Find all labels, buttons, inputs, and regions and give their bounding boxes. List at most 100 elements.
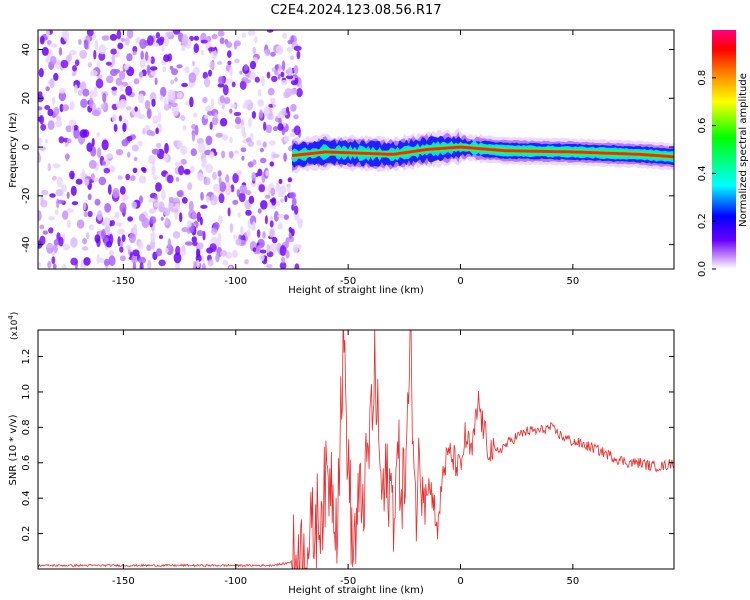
noise-blob xyxy=(209,121,213,130)
noise-blob xyxy=(240,119,245,127)
noise-blob xyxy=(70,185,77,196)
noise-blob xyxy=(234,58,240,64)
noise-blob xyxy=(172,231,181,239)
noise-blob xyxy=(97,147,102,159)
noise-blob xyxy=(296,88,303,98)
noise-blob xyxy=(114,211,120,219)
noise-blob xyxy=(111,54,116,66)
noise-blob xyxy=(55,189,64,197)
noise-blob xyxy=(256,139,262,147)
noise-blob xyxy=(65,125,73,133)
noise-blob xyxy=(53,106,60,116)
noise-blob xyxy=(266,113,274,121)
noise-blob xyxy=(61,210,69,220)
noise-blob xyxy=(248,195,255,204)
noise-blob xyxy=(38,210,42,222)
noise-blob xyxy=(232,173,239,184)
noise-blob xyxy=(155,182,162,192)
noise-blob xyxy=(238,192,246,203)
noise-blob xyxy=(95,78,104,89)
noise-blob xyxy=(125,245,132,250)
noise-blob xyxy=(140,50,144,61)
noise-blob xyxy=(285,238,289,249)
noise-blob xyxy=(251,111,256,119)
noise-blob xyxy=(38,110,41,117)
spectrogram-frame xyxy=(37,29,675,270)
noise-blob xyxy=(125,173,131,181)
noise-blob xyxy=(244,259,249,265)
noise-blob xyxy=(103,217,111,227)
noise-blob xyxy=(100,103,105,110)
noise-blob xyxy=(41,189,49,196)
noise-blob xyxy=(217,83,225,88)
noise-blob xyxy=(211,33,218,40)
noise-blob xyxy=(257,88,262,97)
noise-blob xyxy=(46,30,50,38)
noise-blob xyxy=(138,241,144,250)
noise-blob xyxy=(120,240,124,247)
noise-blob xyxy=(271,75,278,83)
noise-blob xyxy=(254,36,258,44)
noise-blob xyxy=(50,43,58,48)
noise-blob xyxy=(200,204,208,209)
noise-blob xyxy=(190,165,195,173)
noise-blob xyxy=(213,222,220,230)
noise-blob xyxy=(243,64,249,71)
noise-blob xyxy=(195,254,202,263)
noise-blob xyxy=(66,219,71,229)
noise-blob xyxy=(292,244,299,254)
noise-blob xyxy=(56,198,60,209)
noise-blob xyxy=(75,178,83,185)
noise-blob xyxy=(234,116,242,125)
noise-blob xyxy=(223,97,231,104)
noise-blob xyxy=(139,262,144,269)
noise-blob xyxy=(38,261,42,268)
noise-blob xyxy=(191,131,196,142)
noise-blob xyxy=(233,111,242,117)
noise-blob xyxy=(87,210,93,218)
noise-blob xyxy=(94,198,101,206)
noise-blob xyxy=(261,76,265,87)
noise-blob xyxy=(47,163,51,172)
figure-title: C2E4.2024.123.08.56.R17 xyxy=(270,3,441,18)
noise-blob xyxy=(120,81,129,87)
noise-blob xyxy=(256,229,261,238)
noise-blob xyxy=(119,246,124,253)
noise-blob xyxy=(91,109,100,117)
noise-blob xyxy=(252,46,257,55)
noise-blob xyxy=(160,216,164,221)
noise-blob xyxy=(219,95,225,104)
noise-blob xyxy=(119,202,127,213)
noise-blob xyxy=(257,208,262,214)
noise-blob xyxy=(39,115,45,125)
x-tick-label: -50 xyxy=(340,576,356,587)
noise-blob xyxy=(52,175,57,181)
noise-blob xyxy=(77,89,83,96)
noise-blob xyxy=(222,84,229,96)
noise-blob xyxy=(219,37,225,45)
noise-blob xyxy=(227,50,232,58)
noise-blob xyxy=(88,224,94,231)
noise-blob xyxy=(202,97,208,104)
noise-blob xyxy=(293,125,301,136)
noise-blob xyxy=(98,257,105,263)
noise-blob xyxy=(228,150,234,159)
noise-blob xyxy=(69,170,75,180)
noise-blob xyxy=(179,212,183,223)
noise-blob xyxy=(221,134,229,141)
noise-blob xyxy=(282,32,287,40)
y-tick-label: 0.4 xyxy=(21,490,32,506)
noise-blob xyxy=(244,99,252,105)
x-tick-label: -50 xyxy=(340,276,356,287)
noise-blob xyxy=(163,35,170,47)
noise-blob xyxy=(249,71,256,80)
noise-blob xyxy=(278,178,283,184)
noise-blob xyxy=(270,187,276,197)
noise-blob xyxy=(148,154,156,165)
noise-blob xyxy=(215,132,223,138)
noise-blob xyxy=(111,86,118,91)
noise-blob xyxy=(294,263,300,269)
noise-blob xyxy=(265,124,273,134)
noise-blob xyxy=(44,105,51,110)
noise-blob xyxy=(101,229,106,240)
